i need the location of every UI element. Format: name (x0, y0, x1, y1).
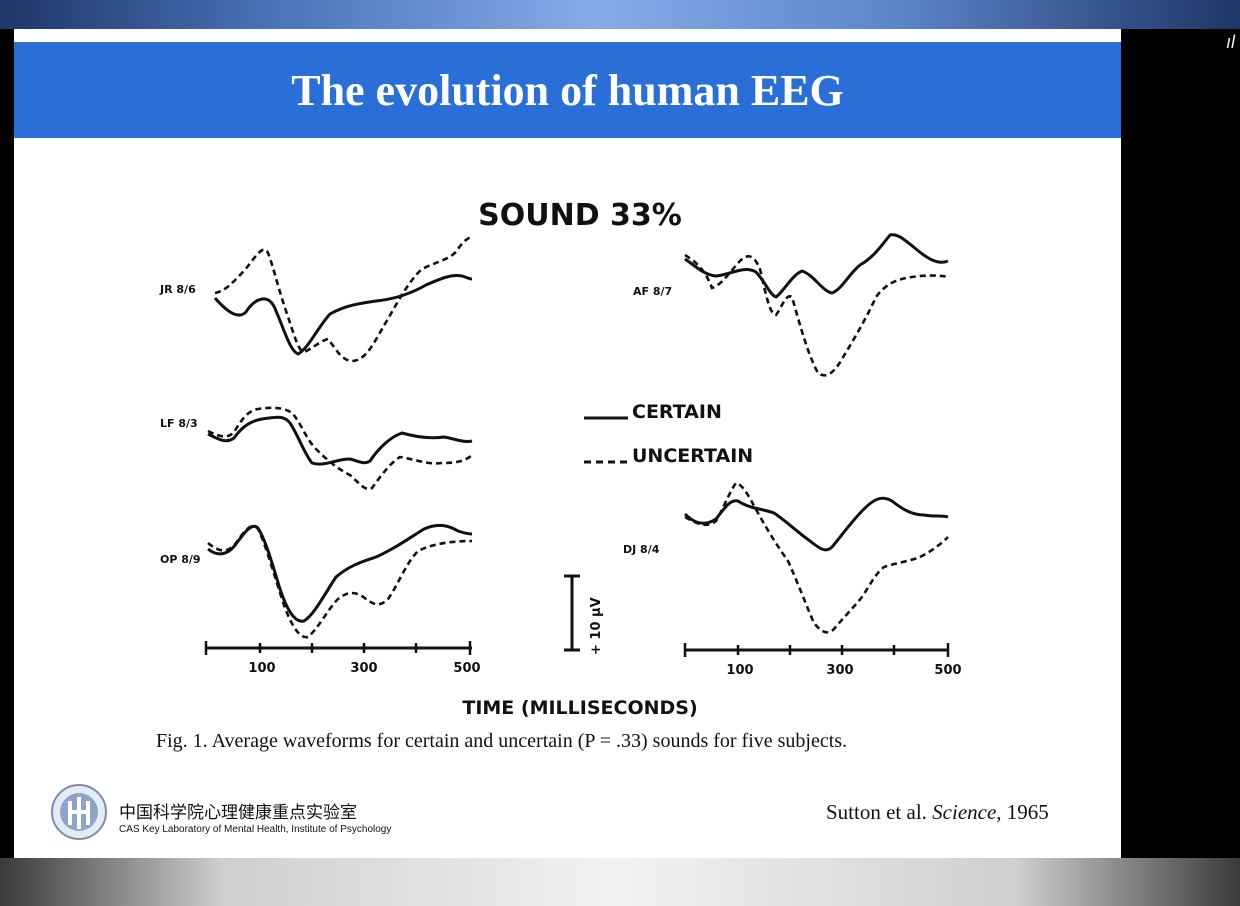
window-bottom-bar (0, 858, 1240, 906)
subject-label-af: AF 8/7 (633, 285, 672, 298)
slide: The evolution of human EEG SOUND 33% JR … (14, 29, 1121, 858)
dj-certain-line (683, 496, 949, 552)
legend-certain: CERTAIN (632, 401, 722, 423)
time-axis-right-ticks (683, 643, 950, 657)
organization-name-en: CAS Key Laboratory of Mental Health, Ins… (119, 824, 392, 835)
x-tick-300-right: 300 (826, 663, 853, 678)
figure-caption: Fig. 1. Average waveforms for certain an… (156, 730, 848, 752)
chart-title: SOUND 33% (478, 198, 682, 233)
x-tick-500-left: 500 (453, 661, 480, 676)
op-certain-line (207, 523, 473, 623)
citation-journal: Science, (932, 800, 1002, 824)
af-certain-line (684, 233, 949, 299)
lf-certain-line (207, 415, 473, 466)
dj-uncertain-line (684, 481, 949, 634)
title-band (14, 42, 1121, 138)
organization-name-cn: 中国科学院心理健康重点实验室 (119, 803, 357, 822)
citation: Sutton et al. Science, 1965 (826, 800, 1049, 825)
subject-label-jr: JR 8/6 (159, 283, 196, 296)
legend-uncertain: UNCERTAIN (632, 445, 753, 467)
jr-uncertain-line (214, 235, 472, 363)
time-axis-left-ticks (204, 641, 472, 655)
op-uncertain-line (207, 524, 473, 639)
subject-label-dj: DJ 8/4 (623, 543, 660, 556)
slide-title: The evolution of human EEG (291, 66, 844, 115)
institute-logo-icon (51, 784, 107, 840)
window-top-bar (0, 0, 1240, 29)
edge-glyph: ıl (1226, 32, 1235, 52)
x-axis-label: TIME (MILLISECONDS) (462, 697, 697, 719)
x-tick-300-left: 300 (350, 661, 377, 676)
citation-year: 1965 (1006, 800, 1049, 824)
voltage-scale-label: + 10 μV (589, 597, 604, 655)
af-uncertain-line (684, 253, 949, 377)
subject-label-op: OP 8/9 (160, 553, 201, 566)
x-tick-100-left: 100 (248, 661, 275, 676)
x-tick-500-right: 500 (934, 663, 961, 678)
lf-uncertain-line (207, 406, 473, 491)
voltage-scale-bar (564, 574, 580, 652)
jr-certain-line (213, 274, 473, 356)
eeg-figure: SOUND 33% JR 8/6 LF 8/3 OP 8/9 AF 8/7 DJ… (159, 198, 962, 719)
x-tick-100-right: 100 (726, 663, 753, 678)
citation-authors: Sutton et al. (826, 800, 927, 824)
subject-label-lf: LF 8/3 (160, 417, 198, 430)
